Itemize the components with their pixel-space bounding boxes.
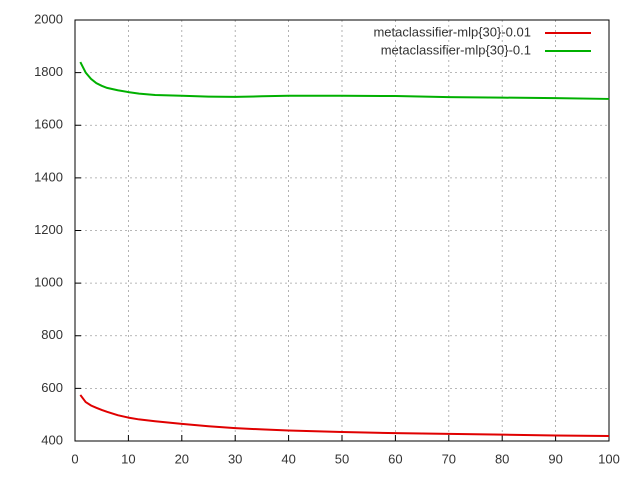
x-tick-label: 50 <box>335 451 349 466</box>
y-tick-label: 1600 <box>34 117 63 132</box>
y-tick-label: 1200 <box>34 222 63 237</box>
y-tick-label: 1400 <box>34 169 63 184</box>
y-tick-label: 1000 <box>34 275 63 290</box>
x-tick-label: 40 <box>281 451 295 466</box>
y-tick-label: 800 <box>41 327 63 342</box>
legend-label: metaclassifier-mlp{30}-0.01 <box>373 24 531 39</box>
x-tick-label: 10 <box>121 451 135 466</box>
x-tick-label: 60 <box>388 451 402 466</box>
legend-label: metaclassifier-mlp{30}-0.1 <box>381 42 531 57</box>
x-tick-label: 90 <box>548 451 562 466</box>
y-tick-label: 2000 <box>34 11 63 26</box>
x-tick-label: 80 <box>495 451 509 466</box>
x-tick-label: 100 <box>598 451 620 466</box>
x-tick-label: 20 <box>175 451 189 466</box>
series-line <box>79 394 610 438</box>
plot-border <box>74 19 610 442</box>
y-tick-label: 1800 <box>34 64 63 79</box>
series-line <box>79 61 610 100</box>
x-tick-label: 30 <box>228 451 242 466</box>
x-tick-label: 70 <box>442 451 456 466</box>
y-tick-label: 600 <box>41 380 63 395</box>
y-tick-label: 400 <box>41 432 63 447</box>
x-tick-label: 0 <box>71 451 78 466</box>
